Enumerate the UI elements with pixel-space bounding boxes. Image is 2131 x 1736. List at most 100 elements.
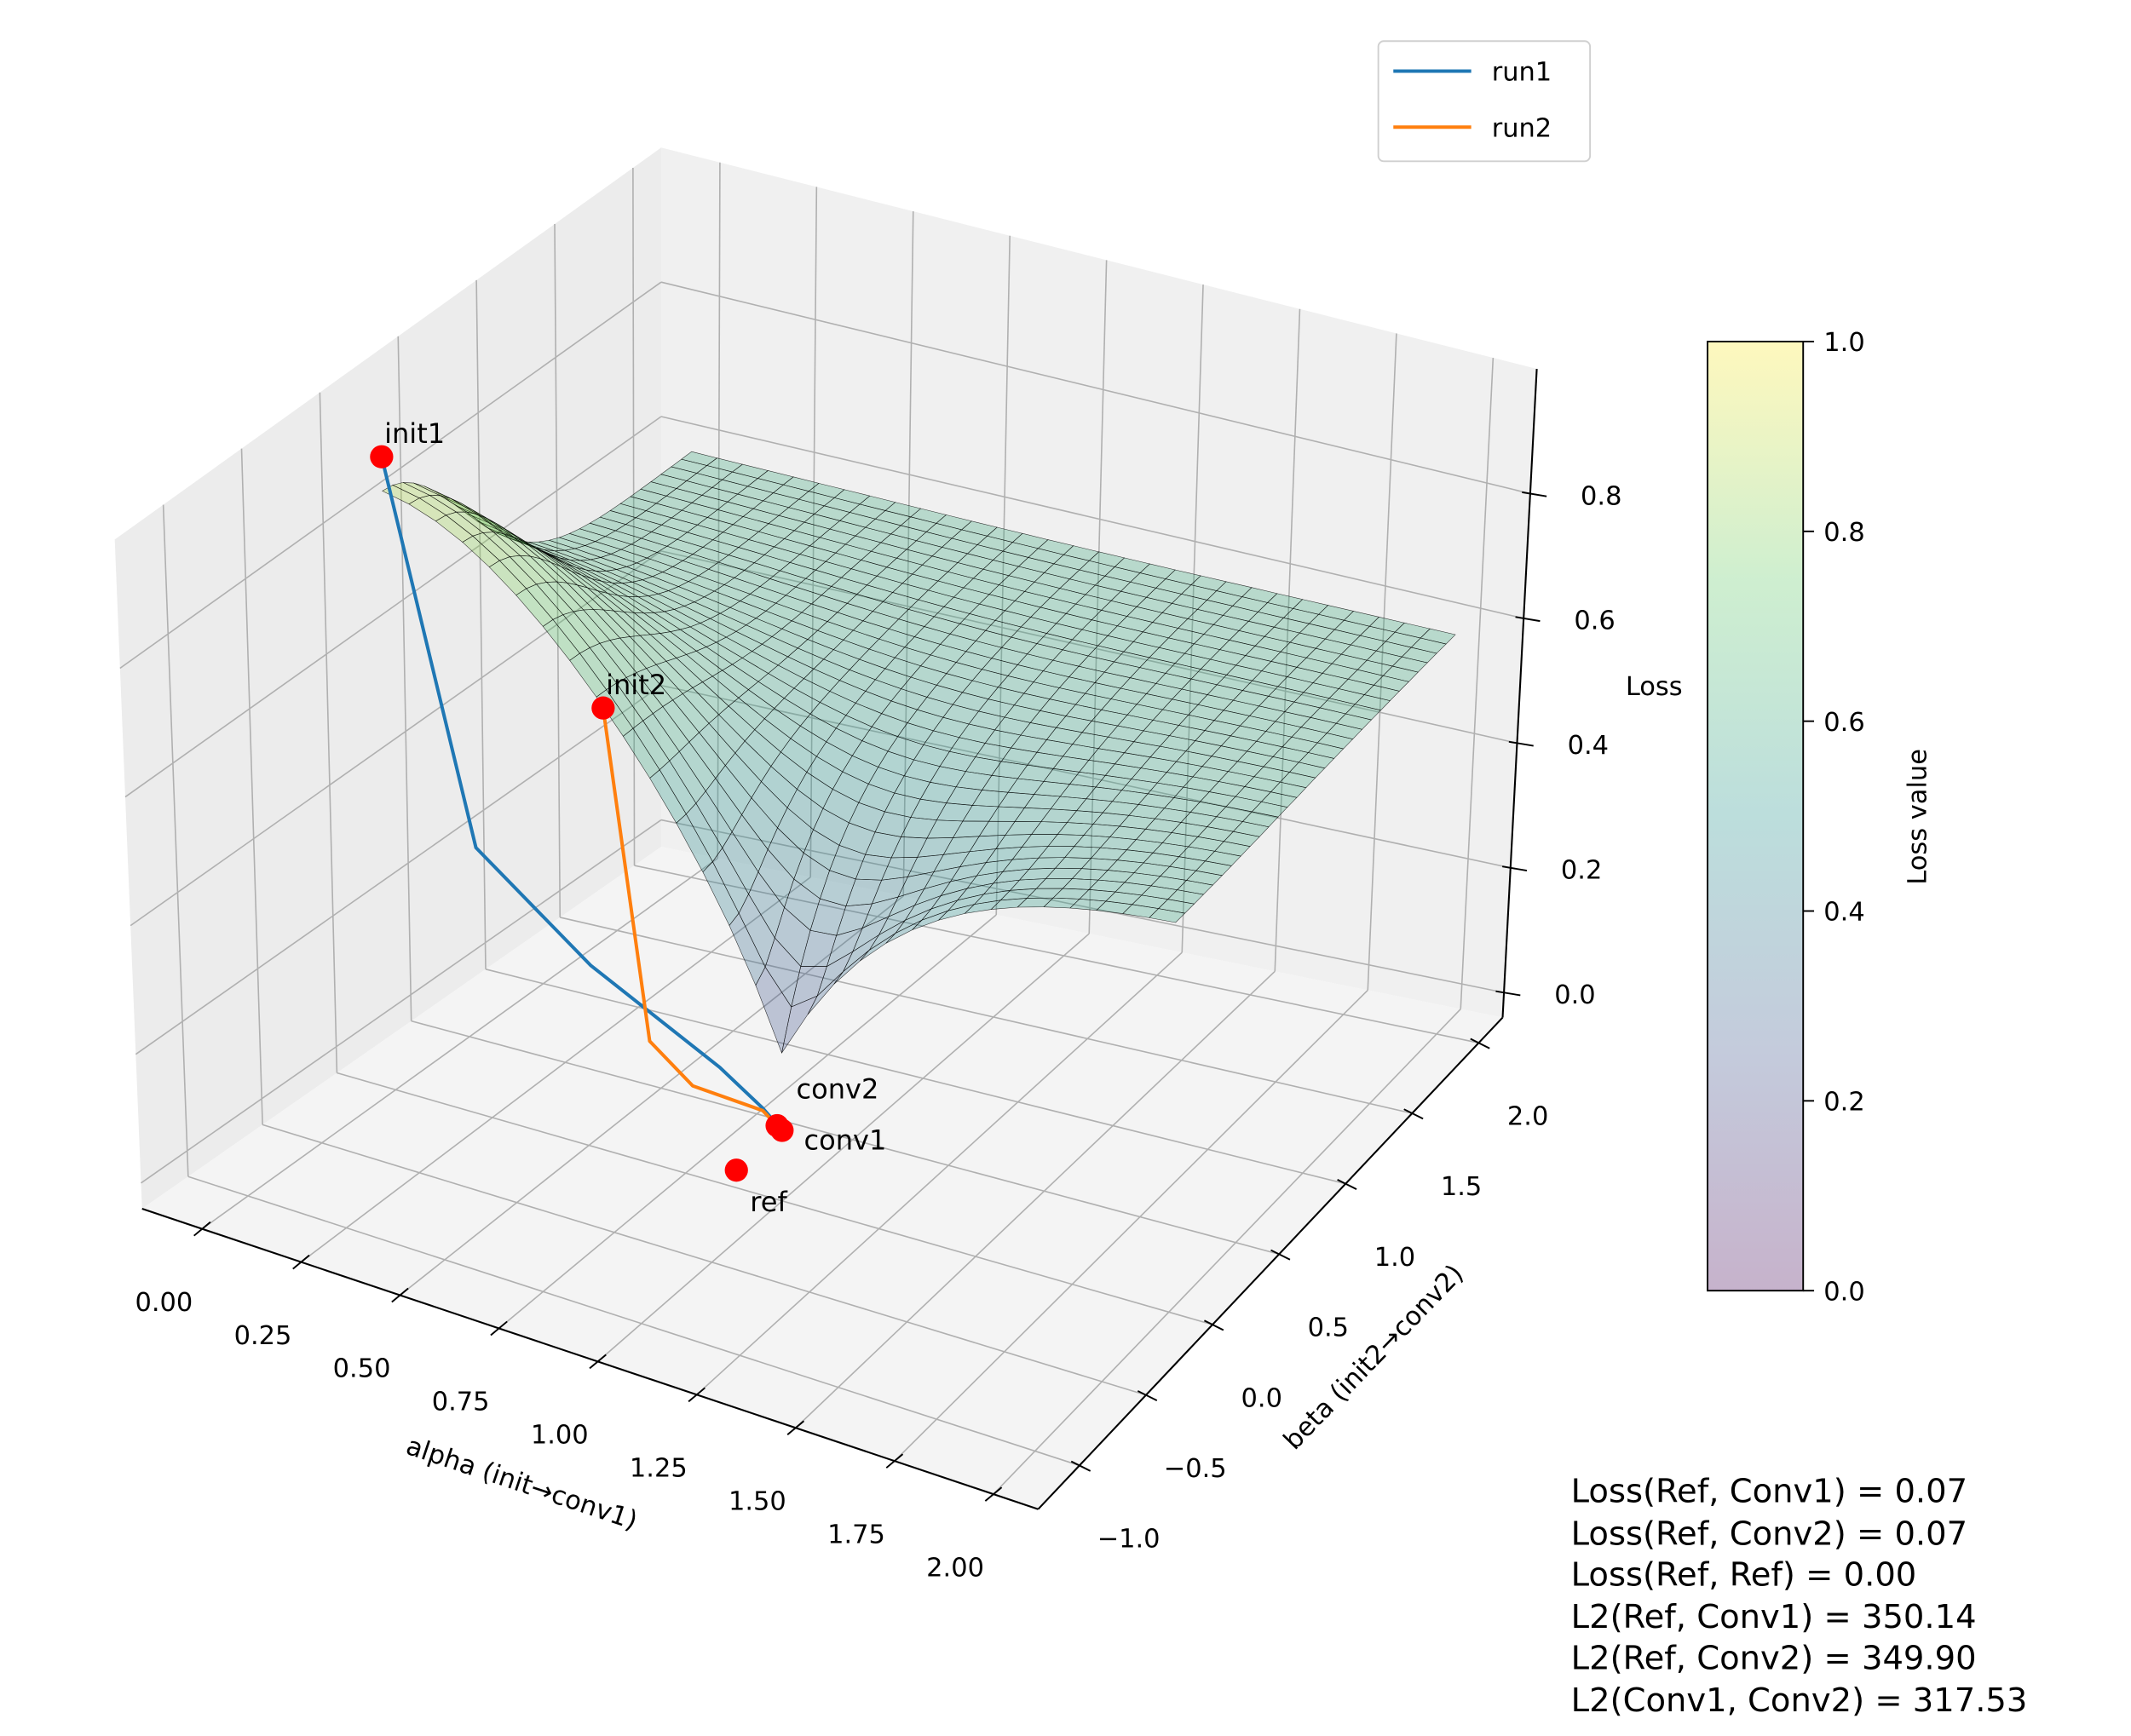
gridline-beta bbox=[337, 1072, 1213, 1325]
floor-pane bbox=[141, 847, 1503, 1509]
z-tick bbox=[1501, 865, 1528, 871]
gridline-alpha bbox=[995, 235, 1011, 915]
gridline-alpha bbox=[498, 914, 997, 1330]
gridline-z bbox=[660, 684, 1511, 869]
axes-panes bbox=[114, 147, 1537, 1509]
gridline-alpha bbox=[1460, 358, 1495, 1009]
gridline-alpha bbox=[300, 877, 811, 1263]
x-tick bbox=[193, 1221, 211, 1237]
gridline-z bbox=[130, 550, 662, 927]
colorbar-tick-label: 0.2 bbox=[1823, 1088, 1864, 1118]
x-tick-label: 1.25 bbox=[630, 1454, 688, 1484]
marker-ref bbox=[724, 1158, 748, 1182]
x-axis-line bbox=[141, 1208, 1039, 1510]
gridline-beta bbox=[262, 1124, 1147, 1396]
gridline-z bbox=[119, 281, 662, 670]
z-tick bbox=[1515, 616, 1541, 623]
x-tick bbox=[292, 1254, 310, 1270]
y-tick-label: 0.0 bbox=[1241, 1383, 1282, 1413]
annotation-line: L2(Ref, Conv2) = 349.90 bbox=[1571, 1639, 1977, 1677]
left-pane bbox=[114, 147, 661, 1209]
gridline-beta bbox=[319, 392, 338, 1073]
marker-init1 bbox=[370, 445, 394, 468]
gridline-beta bbox=[560, 917, 1413, 1114]
y-tick-label: 1.0 bbox=[1374, 1243, 1415, 1273]
gridline-beta bbox=[187, 1176, 1080, 1467]
x-tick bbox=[984, 1486, 1003, 1502]
x-tick-label: 0.25 bbox=[234, 1321, 292, 1351]
back-pane bbox=[660, 147, 1537, 1018]
y-tick bbox=[1470, 1038, 1490, 1049]
y-tick bbox=[1137, 1390, 1158, 1402]
gridline-z bbox=[141, 819, 662, 1184]
colorbar-tick-label: 0.0 bbox=[1823, 1277, 1864, 1307]
z-axis-line bbox=[1501, 368, 1538, 1018]
x-tick bbox=[786, 1420, 805, 1436]
z-tick-label: 0.8 bbox=[1581, 481, 1621, 511]
y-tick bbox=[1070, 1460, 1091, 1472]
gridline-beta bbox=[485, 969, 1346, 1185]
gridline-alpha bbox=[1181, 285, 1204, 953]
x-tick-label: 0.00 bbox=[135, 1288, 193, 1318]
point-markers: init1 init2 conv1 conv2 ref bbox=[370, 417, 886, 1218]
annotation-line: Loss(Ref, Conv1) = 0.07 bbox=[1571, 1473, 1967, 1511]
z-tick bbox=[1508, 740, 1534, 747]
annotation-line: Loss(Ref, Ref) = 0.00 bbox=[1571, 1555, 1917, 1594]
z-tick-label: 0.4 bbox=[1568, 731, 1609, 761]
x-tick-label: 2.00 bbox=[926, 1553, 984, 1583]
x-tick bbox=[490, 1320, 508, 1336]
colorbar-tick-label: 1.0 bbox=[1823, 328, 1864, 358]
gridline-beta bbox=[397, 336, 412, 1021]
marker-label-init2: init2 bbox=[606, 669, 666, 701]
x-tick bbox=[589, 1354, 607, 1370]
y-tick-label: 0.5 bbox=[1308, 1313, 1349, 1343]
gridline-alpha bbox=[795, 970, 1276, 1428]
y-tick bbox=[1337, 1179, 1357, 1190]
y-tick bbox=[1403, 1108, 1424, 1120]
colorbar-tick-label: 0.6 bbox=[1823, 708, 1864, 738]
gridline-alpha bbox=[1367, 333, 1397, 991]
marker-label-conv2: conv2 bbox=[797, 1072, 879, 1105]
gridline-z bbox=[660, 819, 1505, 994]
x-tick-label: 0.75 bbox=[432, 1388, 490, 1417]
gridline-beta bbox=[554, 223, 562, 917]
gridline-alpha bbox=[902, 211, 914, 896]
annotation-line: L2(Conv1, Conv2) = 317.53 bbox=[1571, 1681, 2028, 1720]
x-axis-label: alpha (init→conv1) bbox=[402, 1431, 641, 1536]
series-line-run2 bbox=[601, 707, 779, 1127]
gridline-beta bbox=[240, 448, 263, 1125]
colorbar-label: Loss value bbox=[1904, 749, 1933, 885]
x-tick bbox=[688, 1387, 706, 1403]
colorbar: 0.0 0.2 0.4 0.6 0.8 1.0 Loss value bbox=[1707, 328, 1933, 1307]
gridline-alpha bbox=[717, 162, 721, 859]
gridline-beta bbox=[632, 168, 636, 866]
x-tick-label: 0.50 bbox=[333, 1354, 391, 1384]
gridline-alpha bbox=[696, 951, 1183, 1395]
marker-init2 bbox=[591, 696, 615, 720]
axis-lines bbox=[141, 368, 1538, 1510]
metrics-annotation: Loss(Ref, Conv1) = 0.07 Loss(Ref, Conv2)… bbox=[1571, 1473, 2028, 1720]
gridline-z bbox=[660, 416, 1524, 619]
y-tick-label: −1.0 bbox=[1097, 1525, 1161, 1555]
gridline-z bbox=[135, 685, 662, 1055]
legend: run1 run2 bbox=[1377, 40, 1592, 163]
marker-label-ref: ref bbox=[750, 1186, 787, 1218]
marker-label-conv1: conv1 bbox=[803, 1124, 886, 1156]
x-tick bbox=[391, 1287, 409, 1303]
gridline-alpha bbox=[993, 1008, 1461, 1495]
y-axis-label: beta (init2→conv2) bbox=[1278, 1259, 1470, 1456]
gridline-beta bbox=[411, 1020, 1280, 1256]
gridline-z bbox=[660, 550, 1518, 744]
x-tick-label: 1.00 bbox=[531, 1421, 589, 1451]
gridline-alpha bbox=[597, 933, 1090, 1362]
gridline-alpha bbox=[809, 187, 818, 877]
z-tick-label: 0.0 bbox=[1554, 980, 1595, 1010]
gridline-beta bbox=[162, 504, 189, 1177]
colorbar-frame bbox=[1707, 341, 1805, 1292]
y-tick bbox=[1203, 1319, 1224, 1331]
x-tick-label: 1.50 bbox=[729, 1486, 786, 1516]
annotation-line: L2(Ref, Conv1) = 350.14 bbox=[1571, 1598, 1977, 1636]
loss-surface bbox=[382, 451, 1456, 1055]
marker-label-init1: init1 bbox=[384, 417, 445, 450]
